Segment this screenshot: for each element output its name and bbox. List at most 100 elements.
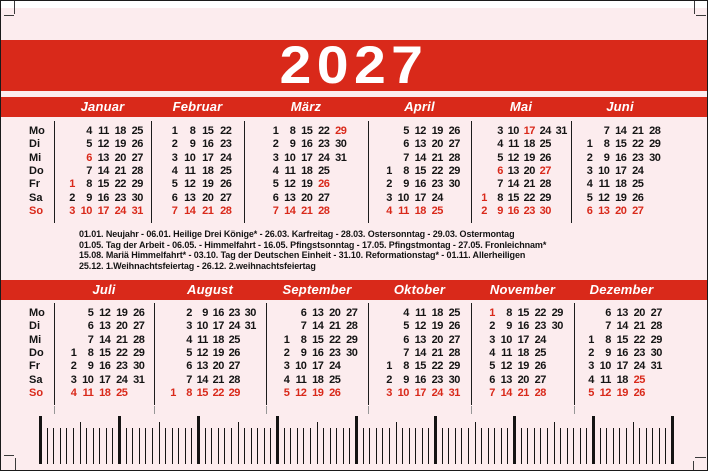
date-cell: 5 (497, 151, 503, 164)
date-cell: 17 (312, 360, 324, 373)
date-cell-empty (377, 347, 394, 360)
date-cell: 13 (414, 138, 427, 151)
date-cell: 6 (87, 320, 94, 333)
ruler-tick-minor (606, 428, 608, 464)
date-cell: 20 (329, 307, 341, 319)
date-cell: 11 (508, 138, 519, 151)
date-cell: 1 (69, 178, 75, 191)
date-cell: 17 (212, 320, 225, 333)
date-cell: 4 (171, 165, 178, 178)
date-cell: 15 (301, 125, 313, 137)
date-cell: 14 (196, 373, 209, 386)
ruler-tick-minor (665, 428, 667, 464)
month-name: März (290, 99, 322, 114)
date-cell: 25 (448, 307, 461, 319)
date-cell: 9 (86, 191, 92, 204)
date-cell: 12 (598, 191, 610, 204)
date-cell: 10 (295, 360, 307, 373)
weekday-label: Do (29, 347, 44, 360)
date-cell: 8 (300, 333, 307, 346)
date-cell: 20 (116, 320, 128, 333)
date-cell: 31 (555, 125, 568, 137)
date-cell: 28 (131, 165, 144, 178)
date-cell: 9 (300, 347, 307, 360)
date-cell-empty (242, 374, 258, 387)
date-cell-empty (473, 165, 489, 178)
date-cell: 25 (534, 347, 547, 360)
date-cell: 19 (212, 347, 225, 360)
date-cell-empty (162, 334, 178, 347)
date-cell: 18 (202, 165, 214, 178)
date-cell: 6 (605, 307, 611, 319)
date-cell: 26 (220, 178, 232, 191)
month-grid: 1 8 15 22 2 9 16 23 3 10 17 24 4 11 18 25 5 12 19 26 6 13 20 27… (151, 125, 244, 218)
date-cell: 3 (171, 151, 178, 164)
date-cell: 30 (244, 307, 257, 319)
date-cell: 26 (632, 191, 644, 204)
ruler-tick-minor (178, 428, 180, 464)
month-name: Januar (80, 99, 125, 114)
date-cell: 10 (598, 165, 610, 178)
date-cell: 27 (650, 307, 663, 319)
date-cell-empty (445, 205, 462, 218)
date-cell: 9 (605, 347, 611, 360)
date-cell: 17 (99, 373, 111, 386)
month-name: August (187, 282, 233, 297)
ruler-tick-minor (639, 428, 641, 464)
date-cell-empty (332, 165, 349, 178)
date-cell-empty (60, 125, 77, 138)
ruler-tick-minor (184, 428, 186, 464)
holiday-line: 15.08. Mariä Himmelfahrt* - 03.10. Tag d… (79, 250, 526, 261)
date-cell: 1 (272, 125, 279, 137)
date-cell: 23 (116, 360, 128, 373)
date-cell: 29 (346, 333, 358, 346)
date-cell: 22 (633, 333, 646, 346)
ruler-tick-minor (204, 428, 206, 464)
date-cell: 6 (86, 151, 92, 164)
ruler-tick-major (671, 416, 674, 464)
date-cell: 19 (312, 387, 324, 400)
date-cell: 8 (603, 138, 610, 151)
date-cell-empty (473, 152, 489, 165)
date-cell: 18 (517, 347, 530, 360)
date-cell-empty (162, 320, 178, 333)
date-cell: 28 (318, 205, 330, 218)
date-cell: 14 (184, 205, 196, 218)
date-cell: 15 (312, 333, 324, 346)
divider-tail (471, 406, 472, 414)
ruler-tick-major (118, 416, 121, 464)
month-grid: 4 11 18 25 5 12 19 26 6 13 20 27 7 14 21 28 1 8 15 22 29 2 9 16… (54, 125, 151, 218)
date-cell: 23 (228, 307, 241, 319)
date-cell: 5 (186, 347, 192, 360)
date-cell: 11 (284, 165, 296, 178)
ruler-tick-minor (303, 428, 305, 464)
date-cell: 18 (616, 373, 629, 386)
date-cell: 15 (196, 387, 209, 400)
ruler-tick-minor (566, 428, 568, 464)
date-cell: 18 (212, 333, 225, 346)
date-cell: 28 (220, 205, 232, 218)
date-cell: 13 (284, 191, 296, 204)
date-cell: 17 (97, 205, 110, 218)
date-cell: 6 (586, 205, 593, 218)
date-cell: 27 (632, 205, 644, 218)
ruler-tick-minor (461, 428, 463, 464)
date-cell: 7 (497, 178, 503, 191)
date-cell-empty (242, 360, 258, 373)
date-cell: 1 (586, 138, 593, 151)
ruler-tick-mid (395, 422, 397, 464)
date-cell: 13 (507, 165, 520, 178)
date-cell: 30 (650, 347, 663, 360)
date-cell: 2 (586, 151, 593, 164)
date-cell: 2 (70, 360, 77, 373)
date-cell: 12 (599, 387, 612, 400)
month-grid: 4 11 18 25 5 12 19 26 6 13 20 27 7 14 21 28 1 8 15 22 29 2 9 16… (368, 307, 471, 400)
date-cell: 20 (517, 373, 530, 386)
column-divider (244, 121, 245, 223)
date-cell: 6 (300, 307, 307, 319)
date-cell: 11 (295, 373, 307, 386)
ruler-tick-minor (619, 428, 621, 464)
date-cell: 3 (386, 191, 392, 204)
date-cell: 8 (403, 360, 409, 373)
date-cell: 25 (116, 387, 128, 400)
